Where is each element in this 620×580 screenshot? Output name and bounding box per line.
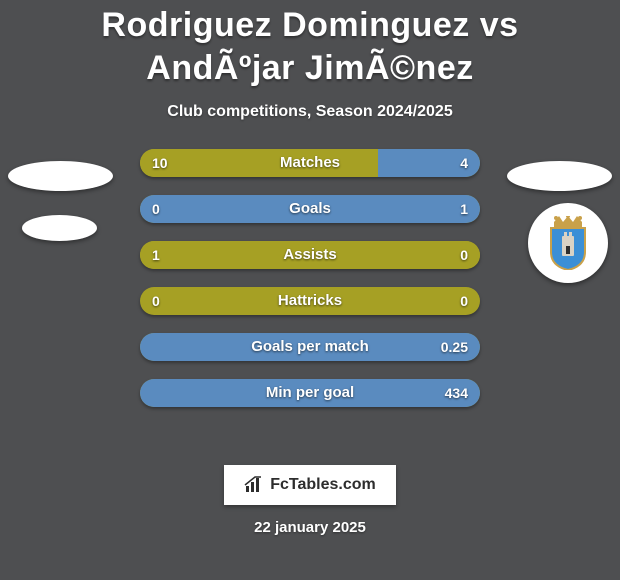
stat-fill-left [140, 149, 378, 177]
branding-text: FcTables.com [270, 476, 376, 494]
player-badge-left [8, 161, 113, 191]
stat-fill-left [140, 241, 480, 269]
stat-row: Goals per match0.25 [140, 333, 480, 361]
player-badge-right [507, 161, 612, 191]
chart-icon [244, 476, 264, 494]
stat-bars: Matches104 Goals01 Assists10 Hattricks0 0 Goa… [140, 149, 480, 425]
club-badge-right [528, 203, 608, 283]
subtitle: Club competitions, Season 2024/2025 [0, 103, 620, 121]
club-crest-icon [545, 216, 591, 270]
page-title: Rodriguez Dominguez vs AndÃºjar JimÃ©nez [0, 0, 620, 89]
stat-label: Hattricks [140, 287, 480, 315]
stat-value-left: 0 [152, 287, 160, 315]
stat-fill-right [140, 195, 480, 223]
stat-row: Assists10 [140, 241, 480, 269]
stat-fill-right [140, 333, 480, 361]
stat-fill-right [140, 379, 480, 407]
stat-row: Goals01 [140, 195, 480, 223]
club-badge-left [22, 215, 97, 241]
comparison-chart: Matches104 Goals01 Assists10 Hattricks0 0 Goa… [0, 149, 620, 449]
stat-row: Hattricks0 0 [140, 287, 480, 315]
stat-row: Matches104 [140, 149, 480, 177]
stat-value-right: 0 [460, 287, 468, 315]
branding-badge: FcTables.com [224, 465, 396, 505]
stat-row: Min per goal434 [140, 379, 480, 407]
date-text: 22 january 2025 [0, 519, 620, 536]
stat-fill-right [378, 149, 480, 177]
